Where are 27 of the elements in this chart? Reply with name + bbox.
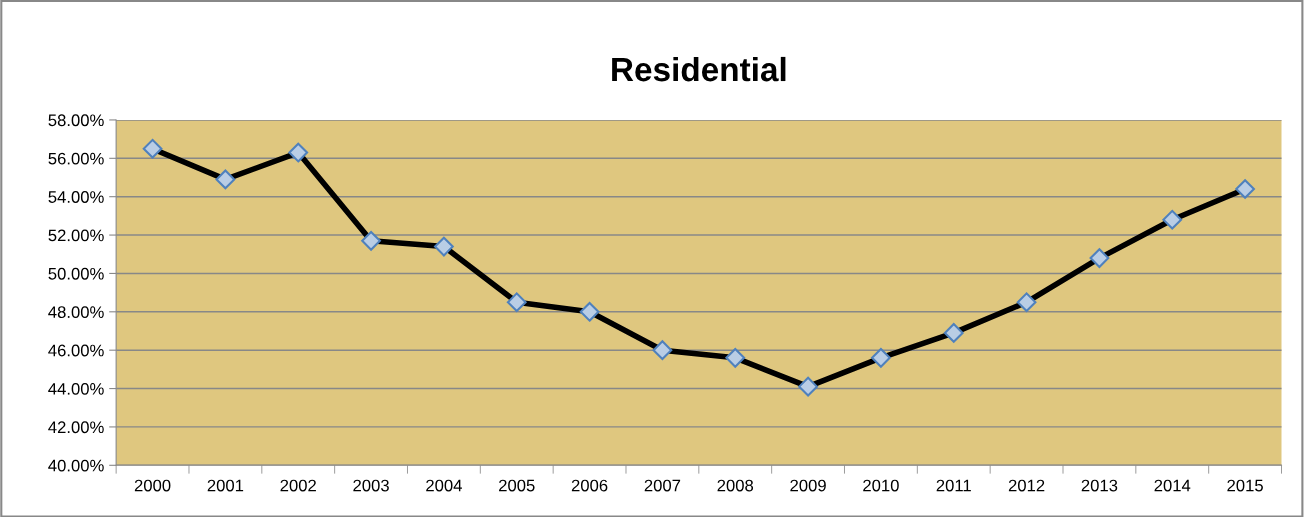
x-tick-label: 2011 xyxy=(936,479,971,492)
y-tick-label: 48.00% xyxy=(48,306,104,319)
x-tick-label: 2009 xyxy=(790,479,826,492)
y-tick-label: 52.00% xyxy=(48,229,104,242)
x-tick-label: 2010 xyxy=(863,479,899,492)
y-tick-label: 50.00% xyxy=(48,267,104,280)
x-tick-label: 2001 xyxy=(207,479,244,492)
x-tick-label: 2014 xyxy=(1154,479,1191,492)
x-tick-label: 2008 xyxy=(717,479,754,492)
y-tick-label: 40.00% xyxy=(48,459,104,472)
x-tick-label: 2000 xyxy=(134,479,171,492)
y-tick-label: 46.00% xyxy=(48,344,104,357)
x-tick-label: 2003 xyxy=(353,479,389,492)
x-tick-label: 2006 xyxy=(571,479,608,492)
x-tick-label: 2007 xyxy=(644,479,681,492)
y-tick-label: 44.00% xyxy=(48,382,104,395)
y-tick-label: 58.00% xyxy=(48,114,104,127)
chart-title: Residential xyxy=(612,56,786,82)
y-tick-label: 42.00% xyxy=(48,421,104,434)
x-tick-label: 2012 xyxy=(1008,479,1045,492)
x-tick-label: 2015 xyxy=(1227,479,1263,492)
x-tick-label: 2013 xyxy=(1081,479,1118,492)
x-tick-label: 2004 xyxy=(426,479,462,492)
x-tick-label: 2002 xyxy=(280,479,316,492)
y-tick-label: 56.00% xyxy=(48,152,104,165)
x-tick-label: 2005 xyxy=(499,479,535,492)
y-tick-label: 54.00% xyxy=(48,191,104,203)
